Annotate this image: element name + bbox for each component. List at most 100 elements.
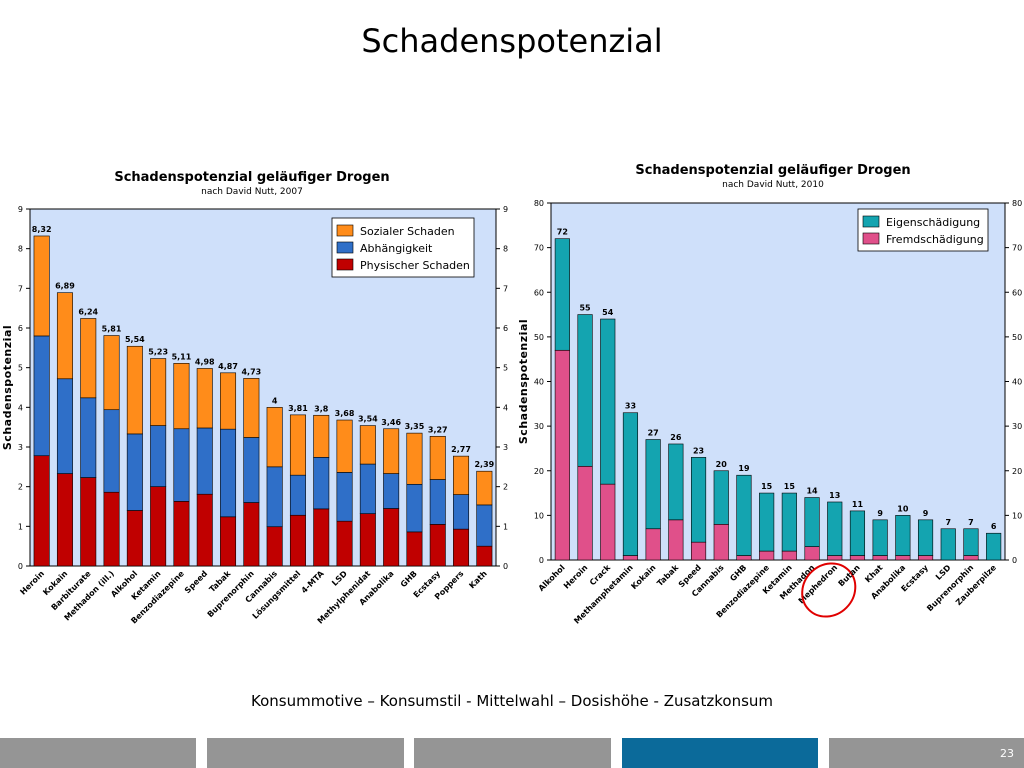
y-tick-label-left: 7 xyxy=(18,284,23,293)
bar-total-label: 6,89 xyxy=(55,282,75,291)
bar-segment xyxy=(243,437,260,503)
y-tick-label-right: 9 xyxy=(503,205,508,214)
bar-total-label: 4,87 xyxy=(218,362,238,371)
bar-segment xyxy=(103,335,120,411)
legend-label: Sozialer Schaden xyxy=(360,225,455,238)
bar-total-label: 3,27 xyxy=(428,425,448,434)
bar-segment xyxy=(126,510,143,567)
legend-label: Abhängigkeit xyxy=(360,242,433,255)
legend-swatch xyxy=(862,215,880,228)
bar-segment xyxy=(690,457,707,543)
bar-segment xyxy=(645,528,661,561)
bar-segment xyxy=(577,314,593,467)
bar-segment xyxy=(289,414,306,476)
bar-total-label: 72 xyxy=(557,228,568,237)
chart-title: Schadenspotenzial geläufiger Drogen xyxy=(114,170,389,185)
bar-segment xyxy=(895,555,911,561)
legend-label: Eigenschädigung xyxy=(886,216,980,229)
x-tick-label: Alkohol xyxy=(537,563,567,593)
bar-total-label: 13 xyxy=(829,491,840,500)
bar-segment xyxy=(453,528,470,567)
bar-segment xyxy=(690,541,707,561)
bar-total-label: 9 xyxy=(877,509,883,518)
bar-segment xyxy=(781,492,797,552)
bar-total-label: 8,32 xyxy=(32,225,52,234)
bar-total-label: 6 xyxy=(991,522,997,531)
bar-segment xyxy=(406,432,423,485)
bar-segment xyxy=(56,378,73,474)
footer-segment xyxy=(207,738,404,768)
bar-total-label: 27 xyxy=(648,429,659,438)
y-tick-label-right: 60 xyxy=(1012,288,1022,297)
legend-swatch xyxy=(336,258,354,271)
bar-segment xyxy=(429,524,446,567)
bar-total-label: 3,35 xyxy=(405,422,425,431)
bar-segment xyxy=(577,465,593,561)
bar-segment xyxy=(759,492,775,552)
x-tick-label: GHB xyxy=(728,563,748,583)
y-tick-label-left: 8 xyxy=(18,245,23,254)
bar-segment xyxy=(872,555,888,561)
bar-segment xyxy=(406,483,423,533)
footer-segment xyxy=(829,738,1024,768)
y-tick-label-left: 60 xyxy=(534,288,544,297)
y-tick-label-left: 9 xyxy=(18,205,23,214)
legend-label: Physischer Schaden xyxy=(360,259,470,272)
y-tick-label-left: 6 xyxy=(18,324,23,333)
footer-segment xyxy=(622,738,818,768)
bar-segment xyxy=(453,494,470,530)
bar-segment xyxy=(668,519,684,561)
y-tick-label-right: 80 xyxy=(1012,199,1022,208)
bar-segment xyxy=(804,546,820,561)
bar-segment xyxy=(103,491,120,567)
bar-segment xyxy=(266,526,283,567)
y-tick-label-left: 10 xyxy=(534,511,544,520)
bar-segment xyxy=(289,514,306,567)
bar-segment xyxy=(173,428,190,502)
bar-segment xyxy=(80,477,97,567)
y-tick-label-right: 30 xyxy=(1012,422,1022,431)
bar-total-label: 3,68 xyxy=(335,409,355,418)
bar-segment xyxy=(554,349,570,561)
y-tick-label-right: 10 xyxy=(1012,511,1022,520)
bar-total-label: 19 xyxy=(738,464,750,473)
bar-segment xyxy=(917,519,934,556)
bar-segment xyxy=(849,510,866,556)
x-tick-label: Kokain xyxy=(629,563,657,591)
bar-segment xyxy=(33,455,50,567)
y-tick-label-right: 2 xyxy=(503,483,508,492)
footer-segment xyxy=(0,738,196,768)
slide-title: Schadenspotenzial xyxy=(361,22,663,60)
bar-segment xyxy=(872,519,888,556)
legend-swatch xyxy=(336,224,354,237)
bar-total-label: 26 xyxy=(670,433,682,442)
y-tick-label-right: 70 xyxy=(1012,244,1022,253)
bar-total-label: 15 xyxy=(784,482,796,491)
chart-nutt-2010: Schadenspotenzial geläufiger Drogen nach … xyxy=(518,155,1024,630)
bar-segment xyxy=(713,470,729,525)
legend-swatch xyxy=(862,232,880,245)
bar-total-label: 5,23 xyxy=(148,348,168,357)
bar-total-label: 11 xyxy=(852,500,864,509)
bar-total-label: 9 xyxy=(923,509,929,518)
y-tick-label-right: 50 xyxy=(1012,333,1022,342)
bar-total-label: 55 xyxy=(579,304,591,313)
bar-total-label: 5,11 xyxy=(172,352,192,361)
y-tick-label-right: 7 xyxy=(503,284,508,293)
bar-segment xyxy=(80,397,97,478)
bar-segment xyxy=(150,425,167,487)
y-tick-label-left: 50 xyxy=(534,333,544,342)
bar-segment xyxy=(220,372,237,430)
x-tick-label: GHB xyxy=(399,569,419,589)
bar-segment xyxy=(103,409,120,493)
highlight-circle xyxy=(801,562,857,618)
y-tick-label-left: 30 xyxy=(534,422,544,431)
y-axis-label: Schadenspotenzial xyxy=(518,319,530,444)
y-tick-label-right: 1 xyxy=(503,522,508,531)
bar-segment xyxy=(173,501,190,567)
bar-segment xyxy=(600,318,616,485)
bar-segment xyxy=(736,474,752,556)
bar-total-label: 7 xyxy=(945,518,951,527)
y-tick-label-right: 4 xyxy=(503,403,508,412)
bar-total-label: 6,24 xyxy=(78,307,98,316)
